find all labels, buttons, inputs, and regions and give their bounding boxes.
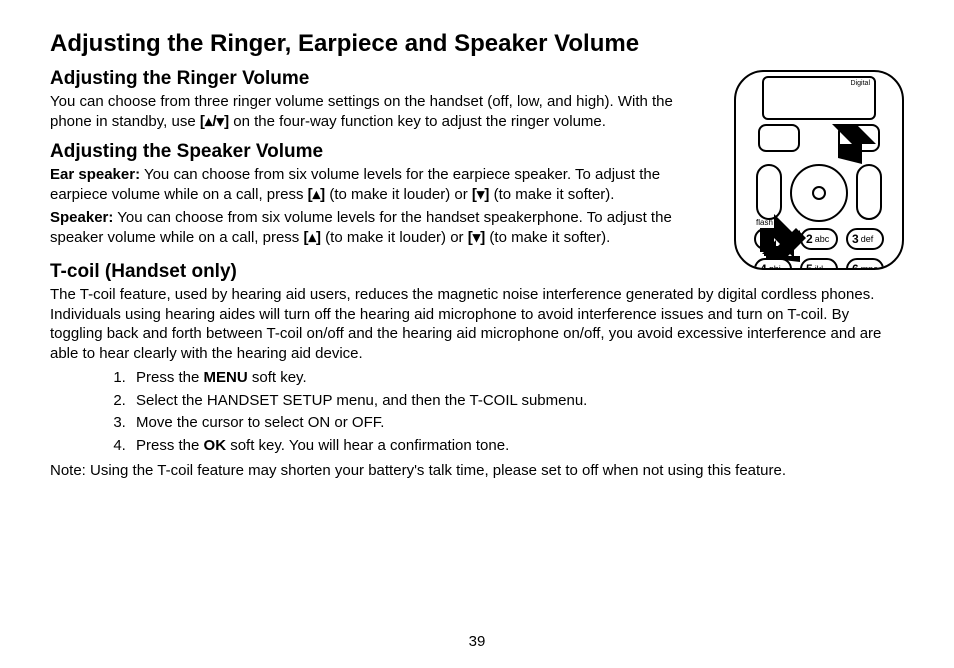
ok-key-label: OK [204, 437, 227, 454]
down-key-label-2: [▾] [468, 229, 486, 246]
updown-key-label: [▴/▾] [200, 113, 229, 130]
step-2: Select the HANDSET SETUP menu, and then … [130, 390, 904, 413]
page-number: 39 [0, 633, 954, 650]
tcoil-note: Note: Using the T-coil feature may short… [50, 461, 904, 481]
end-button [856, 164, 882, 220]
up-key-label: [▴] [308, 186, 326, 203]
phone-body: Digital flash 1 2abc 3def 4ghi 5jkl 6mno [736, 72, 902, 268]
handset-illustration: Digital flash 1 2abc 3def 4ghi 5jkl 6mno [734, 70, 904, 270]
tcoil-paragraph: The T-coil feature, used by hearing aid … [50, 285, 904, 363]
down-key-label: [▾] [472, 186, 490, 203]
ear-speaker-label: Ear speaker: [50, 166, 140, 183]
softkey-left [758, 124, 800, 152]
step-1: Press the MENU soft key. [130, 367, 904, 390]
screen-label: Digital [764, 78, 874, 87]
arrow-lower-icon [766, 222, 806, 262]
page-title: Adjusting the Ringer, Earpiece and Speak… [50, 30, 904, 58]
phone-screen: Digital [762, 76, 876, 120]
key-6: 6mno [846, 258, 884, 270]
menu-key-label: MENU [204, 369, 248, 386]
tcoil-steps: Press the MENU soft key. Select the HAND… [50, 367, 904, 457]
step-3: Move the cursor to select ON or OFF. [130, 412, 904, 435]
key-3: 3def [846, 228, 884, 250]
speaker-label: Speaker: [50, 209, 113, 226]
dpad-center [812, 186, 826, 200]
step-4: Press the OK soft key. You will hear a c… [130, 435, 904, 458]
arrow-up-icon [832, 120, 876, 164]
up-key-label-2: [▴] [303, 229, 321, 246]
document-page: Adjusting the Ringer, Earpiece and Speak… [0, 0, 954, 668]
